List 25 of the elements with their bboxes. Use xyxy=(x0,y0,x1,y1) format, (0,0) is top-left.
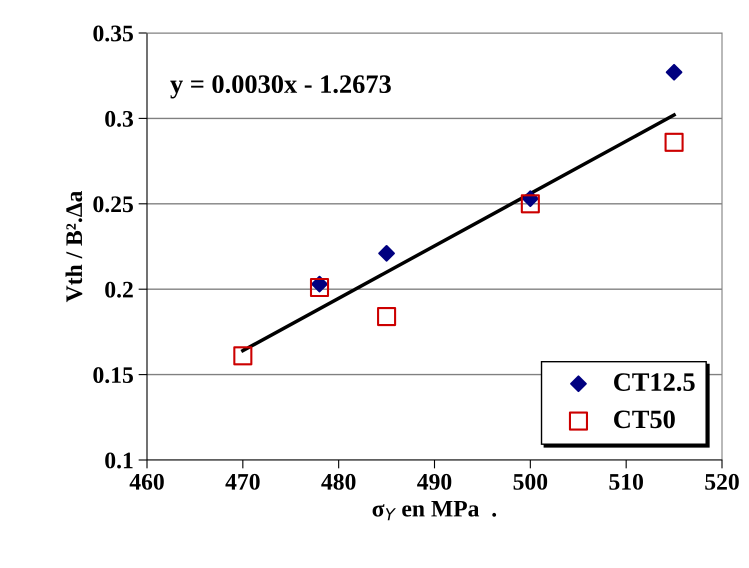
point xyxy=(664,132,684,152)
point xyxy=(377,306,396,326)
point xyxy=(666,64,682,81)
point xyxy=(310,278,330,298)
y-tick-label: 0.1 xyxy=(105,452,133,469)
legend-label: CT50 xyxy=(614,410,675,428)
x-tick-label: 500 xyxy=(514,474,548,490)
y-tick-label: 0.3 xyxy=(105,110,133,127)
point xyxy=(378,245,395,262)
point xyxy=(233,346,252,366)
y-tick-label: 0.2 xyxy=(105,282,133,298)
y-tick-label: 0.35 xyxy=(93,25,133,42)
x-tick-label: 460 xyxy=(130,474,164,490)
y-tick-label: 0.25 xyxy=(93,196,133,212)
x-tick-label: 520 xyxy=(705,474,739,490)
y-axis-title: Vth / B².Δa xyxy=(66,190,82,302)
annotation: y = 0.0030x - 1.2673 xyxy=(170,75,391,98)
x-tick-label: 490 xyxy=(417,474,452,490)
y-tick-label: 0.15 xyxy=(93,367,133,384)
legend-label: CT12.5 xyxy=(614,373,695,392)
x-axis-title: σ$_{Y}$ en MPa . xyxy=(372,500,496,520)
x-tick-label: 480 xyxy=(321,474,356,490)
x-tick-label: 510 xyxy=(609,474,643,490)
point xyxy=(520,194,540,214)
x-tick-label: 470 xyxy=(225,474,260,490)
